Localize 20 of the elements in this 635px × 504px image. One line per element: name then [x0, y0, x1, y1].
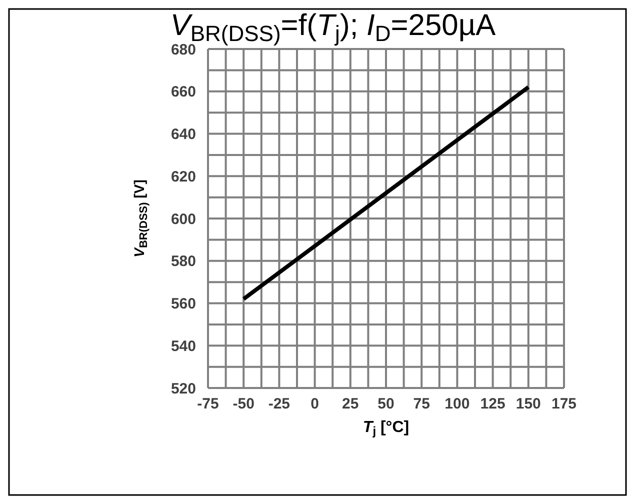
x-tick-label: -25	[268, 396, 290, 413]
x-axis-title: T$_{j}$ [°C]	[362, 419, 410, 438]
y-tick-label: 620	[170, 168, 196, 186]
x-tick-label: 75	[413, 396, 430, 413]
y-tick-label: 580	[170, 253, 196, 270]
x-tick-label: 150	[516, 396, 541, 413]
x-tick-label: 100	[444, 396, 470, 413]
y-tick-label: 640	[170, 126, 196, 144]
x-tick-label: -75	[197, 396, 219, 413]
x-tick-label: 0	[310, 396, 319, 413]
y-tick-label: 540	[170, 338, 196, 355]
x-tick-label: 50	[378, 396, 394, 413]
y-tick-label: 600	[170, 210, 196, 228]
x-tick-label: 125	[480, 396, 506, 413]
y-tick-label: 660	[170, 84, 196, 101]
x-tick-label: 175	[551, 396, 577, 413]
y-tick-label: 520	[170, 380, 196, 398]
x-tick-label: 25	[342, 396, 359, 413]
y-tick-label: 560	[170, 296, 196, 313]
x-tick-label: -50	[232, 396, 254, 413]
